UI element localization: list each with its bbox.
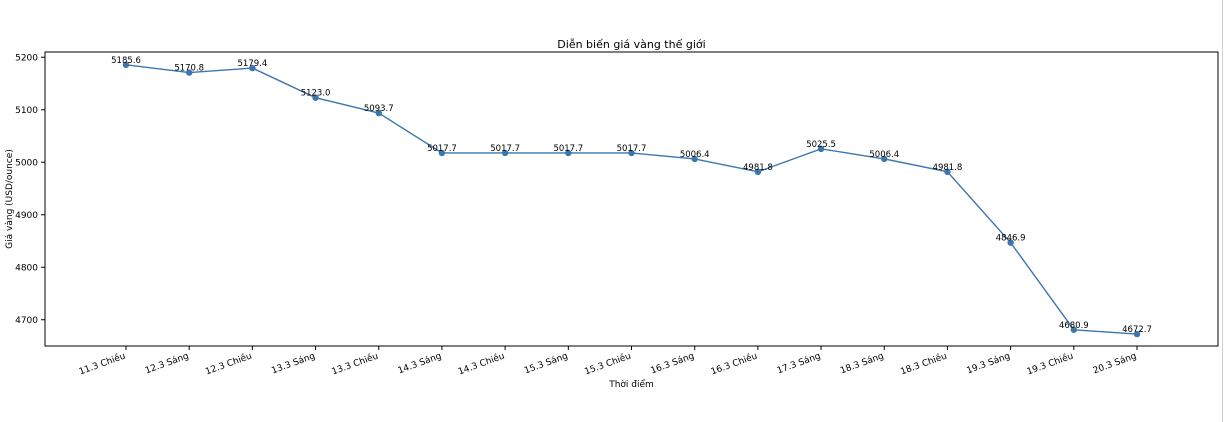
data-point bbox=[754, 168, 762, 176]
y-tick-label: 4900 bbox=[15, 211, 38, 221]
data-labels: 5185.6 5170.8 5179.4 5123.0 5093.7 5017.7 5017… bbox=[111, 56, 1152, 335]
x-tick-label: 20.3 Sáng bbox=[1092, 351, 1138, 376]
data-label: 4672.7 bbox=[1122, 325, 1152, 335]
x-tick-label: 12.3 Chiều bbox=[204, 350, 253, 377]
data-point bbox=[944, 168, 951, 176]
x-tick-label: 19.3 Sáng bbox=[965, 351, 1011, 376]
data-label: 4680.9 bbox=[1059, 321, 1089, 331]
x-tick-label: 14.3 Sáng bbox=[397, 351, 443, 376]
data-point bbox=[817, 145, 825, 153]
plot-area bbox=[44, 51, 1219, 347]
y-tick-label: 5000 bbox=[15, 158, 38, 168]
y-tick-label: 4800 bbox=[15, 263, 38, 273]
data-point bbox=[1007, 239, 1014, 246]
x-axis-label: Thời điểm bbox=[608, 379, 654, 390]
y-axis-label: Giá vàng (USD/ounce) bbox=[5, 149, 15, 249]
series-markers bbox=[122, 61, 1141, 338]
data-point bbox=[628, 149, 635, 157]
data-point bbox=[122, 61, 130, 69]
y-tick-label: 5100 bbox=[15, 106, 38, 116]
x-tick-label: 16.3 Chiều bbox=[709, 350, 758, 377]
data-label: 5123.0 bbox=[301, 89, 331, 99]
chart-title: Diễn biến giá vàng thế giới bbox=[557, 38, 705, 51]
data-point bbox=[501, 149, 509, 157]
series-line bbox=[125, 64, 1138, 335]
window-edge bbox=[1222, 0, 1223, 422]
data-label: 5025.5 bbox=[806, 140, 836, 150]
data-label: 5093.7 bbox=[364, 104, 394, 114]
data-point bbox=[375, 109, 382, 117]
x-tick-label: 13.3 Sáng bbox=[270, 351, 316, 376]
data-label: 5185.6 bbox=[111, 56, 141, 66]
x-tick-label: 11.3 Chiều bbox=[78, 350, 127, 377]
x-tick-label: 15.3 Sáng bbox=[523, 351, 569, 376]
data-point bbox=[185, 69, 193, 76]
x-tick-label: 13.3 Chiều bbox=[330, 350, 379, 377]
data-point bbox=[249, 64, 256, 72]
data-label: 5006.4 bbox=[869, 150, 899, 160]
data-label: 4846.9 bbox=[996, 234, 1026, 244]
data-label: 5170.8 bbox=[174, 64, 204, 74]
data-label: 4981.8 bbox=[743, 163, 773, 173]
data-point bbox=[881, 155, 888, 163]
x-tick-label: 18.3 Chiều bbox=[899, 350, 948, 377]
x-tick-label: 19.3 Chiều bbox=[1025, 350, 1074, 377]
data-point bbox=[691, 155, 698, 163]
data-label: 5017.7 bbox=[553, 144, 583, 154]
data-point bbox=[438, 149, 446, 157]
data-label: 5017.7 bbox=[490, 144, 520, 154]
x-tick-label: 12.3 Sáng bbox=[144, 351, 190, 376]
x-tick-label: 15.3 Chiều bbox=[583, 350, 632, 377]
x-tick-label: 17.3 Sáng bbox=[776, 351, 822, 376]
data-point bbox=[565, 149, 572, 157]
y-axis: 4700 4800 4900 5000 5100 5200 bbox=[15, 53, 45, 326]
y-tick-label: 5200 bbox=[15, 53, 38, 63]
data-label: 5006.4 bbox=[680, 150, 710, 160]
y-tick-label: 4700 bbox=[15, 316, 38, 326]
data-label: 5017.7 bbox=[617, 144, 647, 154]
data-label: 5017.7 bbox=[427, 144, 457, 154]
data-point bbox=[312, 94, 319, 101]
x-tick-label: 16.3 Sáng bbox=[649, 351, 695, 376]
data-label: 5179.4 bbox=[238, 59, 268, 69]
data-point bbox=[1070, 326, 1078, 333]
x-tick-label: 18.3 Sáng bbox=[839, 351, 885, 376]
data-label: 4981.8 bbox=[933, 163, 963, 173]
x-axis: 11.3 Chiều 12.3 Sáng 12.3 Chiều 13.3 Sáng 13… bbox=[78, 346, 1138, 377]
data-point bbox=[1133, 330, 1141, 338]
x-tick-label: 14.3 Chiều bbox=[457, 350, 506, 377]
